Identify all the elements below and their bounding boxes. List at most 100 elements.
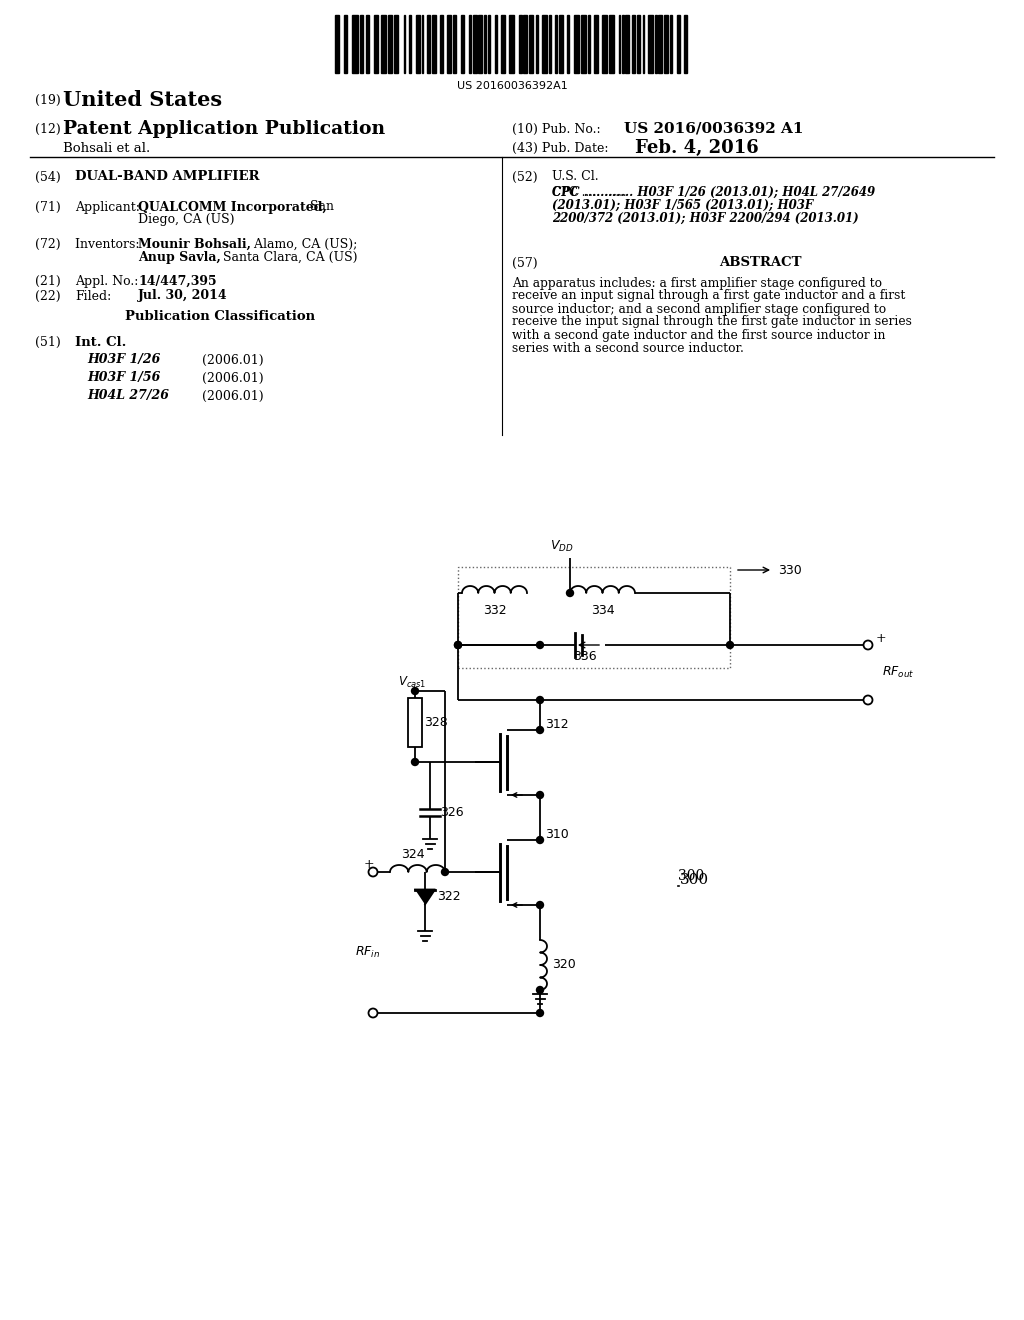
Text: series with a second source inductor.: series with a second source inductor.	[512, 342, 743, 355]
Text: 312: 312	[545, 718, 568, 731]
Bar	[664, 15, 668, 73]
Text: (2006.01): (2006.01)	[202, 389, 263, 403]
Bar	[461, 15, 464, 73]
Text: 332: 332	[482, 605, 506, 618]
Text: +: +	[876, 631, 887, 644]
Text: (19): (19)	[35, 94, 65, 107]
Text: U.S. Cl.: U.S. Cl.	[552, 170, 599, 183]
Text: (22): (22)	[35, 289, 60, 302]
Text: 320: 320	[552, 958, 575, 972]
Bar	[335, 15, 339, 73]
Circle shape	[566, 590, 573, 597]
Bar	[394, 15, 398, 73]
Bar	[647, 15, 652, 73]
Text: Filed:: Filed:	[75, 289, 112, 302]
Circle shape	[412, 688, 419, 694]
Text: 2200/372 (2013.01); H03F 2200/294 (2013.01): 2200/372 (2013.01); H03F 2200/294 (2013.…	[552, 211, 859, 224]
Text: QUALCOMM Incorporated,: QUALCOMM Incorporated,	[138, 201, 327, 214]
Bar	[496, 15, 498, 73]
Circle shape	[537, 1010, 544, 1016]
Text: (21): (21)	[35, 275, 60, 288]
Text: United States: United States	[63, 90, 222, 110]
Circle shape	[455, 642, 462, 648]
Text: Inventors:: Inventors:	[75, 238, 143, 251]
Text: ABSTRACT: ABSTRACT	[719, 256, 801, 269]
Circle shape	[537, 986, 544, 994]
Circle shape	[441, 869, 449, 875]
Text: 336: 336	[573, 651, 597, 664]
Bar	[501, 15, 505, 73]
Text: +: +	[364, 858, 375, 870]
Text: 328: 328	[424, 715, 447, 729]
Bar	[608, 15, 613, 73]
Bar	[588, 15, 590, 73]
Bar	[484, 15, 486, 73]
Bar	[453, 15, 456, 73]
Text: (71): (71)	[35, 201, 60, 214]
Text: 334: 334	[591, 605, 614, 618]
Bar	[488, 15, 490, 73]
Circle shape	[537, 697, 544, 704]
Bar	[643, 15, 644, 73]
Bar	[427, 15, 430, 73]
Bar	[549, 15, 551, 73]
Bar	[632, 15, 635, 73]
Bar	[622, 15, 624, 73]
Circle shape	[863, 640, 872, 649]
Bar	[567, 15, 568, 73]
Text: US 20160036392A1: US 20160036392A1	[457, 81, 567, 91]
Text: Diego, CA (US): Diego, CA (US)	[138, 214, 234, 227]
Circle shape	[537, 726, 544, 734]
Bar	[408, 698, 422, 747]
Circle shape	[412, 759, 419, 766]
Bar	[359, 15, 362, 73]
Bar	[422, 15, 424, 73]
Circle shape	[537, 902, 544, 908]
Text: US 2016/0036392 A1: US 2016/0036392 A1	[624, 121, 804, 136]
Text: receive an input signal through a first gate inductor and a first: receive an input signal through a first …	[512, 289, 905, 302]
Text: 300: 300	[680, 873, 710, 887]
Text: 326: 326	[440, 807, 464, 818]
Bar	[637, 15, 640, 73]
Text: (54): (54)	[35, 170, 60, 183]
Text: 300: 300	[678, 869, 705, 883]
Text: An apparatus includes: a first amplifier stage configured to: An apparatus includes: a first amplifier…	[512, 276, 882, 289]
Text: receive the input signal through the first gate inductor in series: receive the input signal through the fir…	[512, 315, 912, 329]
Bar	[473, 15, 477, 73]
Bar	[677, 15, 680, 73]
Text: 322: 322	[437, 891, 461, 903]
Bar	[447, 15, 452, 73]
Text: CPC ............: CPC ............	[552, 186, 631, 198]
Text: (72): (72)	[35, 238, 60, 251]
Bar	[344, 15, 347, 73]
Circle shape	[369, 867, 378, 876]
Text: (43) Pub. Date:: (43) Pub. Date:	[512, 141, 608, 154]
Text: DUAL-BAND AMPLIFIER: DUAL-BAND AMPLIFIER	[75, 170, 259, 183]
Bar	[410, 15, 412, 73]
Circle shape	[537, 837, 544, 843]
Bar	[432, 15, 436, 73]
Text: (57): (57)	[512, 256, 538, 269]
Bar	[536, 15, 538, 73]
Text: (52): (52)	[512, 170, 538, 183]
Bar	[670, 15, 672, 73]
Text: 310: 310	[545, 829, 568, 842]
Bar	[403, 15, 406, 73]
Text: $V_{cas1}$: $V_{cas1}$	[397, 675, 426, 690]
Text: CPC ............ H03F 1/26 (2013.01); H04L 27/2649: CPC ............ H03F 1/26 (2013.01); H0…	[552, 186, 876, 198]
Text: (2006.01): (2006.01)	[202, 354, 263, 367]
Circle shape	[537, 792, 544, 799]
Text: Patent Application Publication: Patent Application Publication	[63, 120, 385, 139]
Text: Feb. 4, 2016: Feb. 4, 2016	[635, 139, 759, 157]
Text: H03F 1/26: H03F 1/26	[87, 354, 161, 367]
Text: 330: 330	[778, 564, 802, 577]
Text: San: San	[306, 201, 334, 214]
Bar	[654, 15, 656, 73]
Text: $RF_{in}$: $RF_{in}$	[355, 944, 380, 960]
Bar	[559, 15, 563, 73]
Bar	[684, 15, 687, 73]
Bar	[417, 15, 421, 73]
Bar	[555, 15, 557, 73]
Bar	[469, 15, 471, 73]
Bar	[478, 15, 482, 73]
